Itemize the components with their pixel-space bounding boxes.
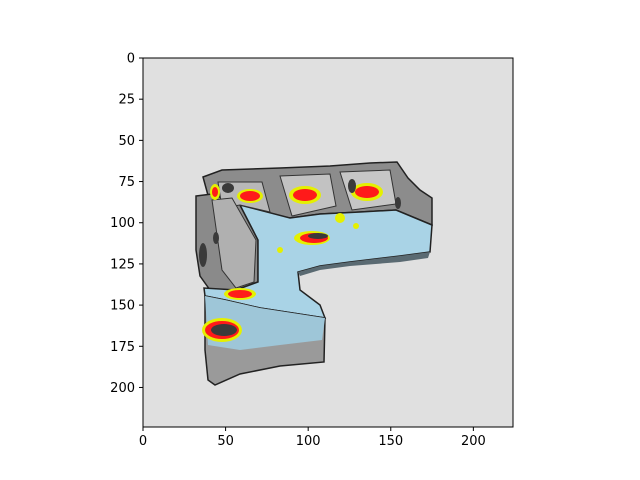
dark-spot-2 [348,179,356,193]
sofa-arm-pillow [211,197,257,289]
hotspot-4-core [212,187,218,197]
y-tick-label: 100 [110,216,135,231]
x-tick-label: 50 [217,434,234,449]
y-tick-label: 25 [118,93,135,108]
y-tick-label: 150 [110,299,135,314]
hotspot-5-dark [308,233,328,239]
hotspots [202,183,383,342]
sofa-front-band [298,252,430,276]
x-ticks: 0 50 100 150 200 [139,427,486,449]
axes-frame [142,57,514,428]
dark-spot-4 [213,232,219,244]
hotspot-6-core [228,290,252,298]
x-tick-label: 200 [461,434,486,449]
y-tick-label: 175 [110,340,135,355]
y-tick-label: 0 [127,52,135,67]
hotspot-10 [277,247,283,253]
hotspot-7-dark [211,324,237,336]
x-tick-label: 100 [296,434,321,449]
hotspot-3-core [355,186,379,198]
y-tick-label: 125 [110,257,135,272]
y-ticks: 0 25 50 75 100 125 150 175 200 [110,52,143,396]
y-tick-label: 50 [118,134,135,149]
dark-spot-1 [222,183,234,193]
sofa-image [195,161,433,386]
y-tick-label: 75 [118,175,135,190]
dark-spot-3 [199,243,207,267]
sofa-seat-main [203,203,433,319]
dark-spot-5 [395,197,401,209]
y-tick-label: 200 [110,381,135,396]
hotspot-2-core [293,189,317,201]
hotspot-1-core [240,191,260,201]
hotspot-8 [335,213,345,223]
hotspot-9 [353,223,359,229]
x-tick-label: 150 [378,434,403,449]
x-tick-label: 0 [139,434,147,449]
